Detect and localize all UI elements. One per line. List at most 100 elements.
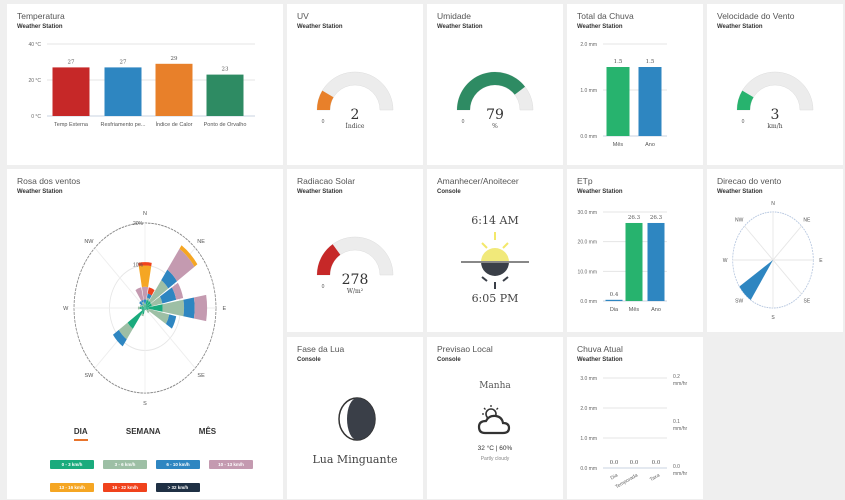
rain-total-chart: 0.0 mm 1.0 mm 2.0 mm 1.5 Mês 1.5 Ano: [580, 42, 667, 148]
wind-speed-gauge: 0 3km/h: [736, 71, 814, 130]
rose-segment: [138, 262, 152, 267]
rose-direction-label: SE: [197, 373, 205, 379]
y2-unit-label: mm/hr: [673, 471, 688, 477]
legend-item[interactable]: 16 - 32 km/h: [103, 483, 147, 492]
rain-total-card: Total da Chuva Weather Station 0.0 mm 1.0…: [567, 4, 703, 165]
temperature-card: Temperatura Weather Station 0 °C 20 °C 40 …: [7, 4, 283, 165]
gauge-unit: W/m²: [347, 288, 364, 295]
rose-direction-label: S: [143, 401, 147, 407]
legend-item[interactable]: 0 - 3 km/h: [50, 460, 94, 469]
rose-segment: [145, 308, 146, 311]
y2-tick-label: 0.2: [673, 374, 680, 380]
card-subtitle: Console: [437, 357, 461, 363]
card-title: Amanhecer/Anoitecer: [437, 176, 519, 186]
gauge-min-label: 0: [322, 119, 325, 125]
bar: [52, 67, 90, 116]
gauge-unit: %: [492, 123, 498, 130]
bar-value-label: 26.3: [650, 215, 663, 221]
humidity-card: Umidade Weather Station 0 79%: [427, 4, 563, 165]
y-tick-label: 0 °C: [31, 114, 41, 120]
y-tick-label: 10.0 mm: [578, 269, 597, 275]
rose-segment: [144, 308, 146, 311]
legend-item[interactable]: 13 - 16 km/h: [50, 483, 94, 492]
y2-unit-label: mm/hr: [673, 426, 688, 432]
rose-segment: [143, 299, 147, 304]
card-title: Fase da Lua: [297, 344, 345, 354]
bar-value-label: 27: [120, 59, 127, 65]
rose-segment: [127, 308, 145, 329]
rose-segment: [145, 301, 151, 308]
card-subtitle: Weather Station: [17, 24, 63, 30]
forecast-temp-humidity: 32 °C | 60%: [477, 445, 513, 452]
rose-r-tick-label: 20%: [133, 221, 144, 227]
card-title: Direcao do vento: [717, 176, 782, 186]
rose-segment: [143, 306, 145, 308]
y-tick-label: 2.0 mm: [580, 42, 597, 48]
legend-item[interactable]: 3 - 6 km/h: [103, 460, 147, 469]
tab-dia[interactable]: DIA: [73, 427, 88, 441]
card-subtitle: Console: [297, 357, 321, 363]
rose-segment: [142, 301, 145, 305]
tab-mes[interactable]: MÊS: [198, 427, 217, 436]
rose-segment: [139, 306, 145, 310]
rose-spoke: [94, 247, 146, 309]
gauge-track: [316, 71, 394, 111]
card-subtitle: Weather Station: [577, 357, 623, 363]
rose-spoke: [144, 307, 196, 369]
y-tick-label: 3.0 mm: [580, 376, 597, 382]
forecast-card: Previsao Local Console Manha 32 °C | 60%…: [427, 337, 563, 499]
rose-segment: [179, 245, 198, 267]
gauge-fill: [317, 90, 334, 110]
gauge-value: 278: [342, 272, 369, 288]
bar-value-label: 27: [68, 59, 75, 65]
gauge-min-label: 0: [742, 119, 745, 125]
compass-label: N: [771, 201, 775, 207]
y-tick-label: 1.0 mm: [580, 436, 597, 442]
compass-label: NE: [803, 218, 811, 224]
x-tick-label: Ponto de Orvalho: [204, 122, 247, 128]
rose-segment: [138, 265, 152, 288]
wind-direction-wedge: [739, 260, 773, 301]
rose-segment: [144, 303, 146, 306]
sunrise-time: 6:14 AM: [471, 214, 519, 227]
bar: [625, 222, 643, 301]
card-subtitle: Weather Station: [717, 189, 763, 195]
gauge-track: [736, 71, 814, 111]
compass-spoke: [744, 225, 774, 261]
x-tick-label: Temp Externa: [54, 122, 89, 128]
legend-item[interactable]: 10 - 13 km/h: [209, 460, 253, 469]
rose-segment: [147, 287, 155, 296]
y-tick-label: 1.0 mm: [580, 88, 597, 94]
etp-card: ETp Weather Station 0.0 mm 10.0 mm 20.0 mm…: [567, 169, 703, 332]
wind-speed-legend: 0 - 3 km/h 3 - 6 km/h 6 - 10 km/h 10 - 13 k…: [45, 453, 265, 499]
bar-value-label: 0.0: [630, 460, 639, 466]
legend-item[interactable]: 6 - 10 km/h: [156, 460, 200, 469]
uv-card: UV Weather Station 0 2 Índice: [287, 4, 423, 165]
rose-segment: [145, 308, 149, 311]
rose-direction-label: W: [63, 306, 69, 312]
legend-item[interactable]: > 32 km/h: [156, 483, 200, 492]
current-rain-card: Chuva Atual Weather Station 0.0 mm 1.0 mm…: [567, 337, 703, 499]
y-tick-label: 0.0 mm: [580, 299, 597, 305]
x-tick-label: Ano: [645, 142, 655, 148]
rose-segment: [165, 314, 177, 329]
card-title: Velocidade do Vento: [717, 11, 795, 21]
card-subtitle: Weather Station: [17, 189, 63, 195]
etp-chart: 0.0 mm 10.0 mm 20.0 mm 30.0 mm 0.4 Dia 26.3 Mês…: [578, 210, 667, 313]
rose-segment: [147, 308, 170, 325]
tab-semana[interactable]: SEMANA: [125, 427, 161, 436]
wind-speed-card: Velocidade do Vento Weather Station 0 3 km…: [707, 4, 843, 165]
compass-label: SE: [804, 298, 811, 304]
gauge-fill: [737, 90, 754, 110]
compass-spoke: [772, 225, 802, 261]
compass-label: NW: [735, 218, 744, 224]
card-title: Temperatura: [17, 11, 65, 21]
rose-segment: [112, 329, 127, 347]
card-title: UV: [297, 11, 309, 21]
rose-segment: [139, 301, 143, 306]
rose-segment: [141, 286, 149, 300]
rose-direction-label: SW: [84, 373, 94, 379]
rose-r-tick-label: 10%: [133, 263, 144, 269]
